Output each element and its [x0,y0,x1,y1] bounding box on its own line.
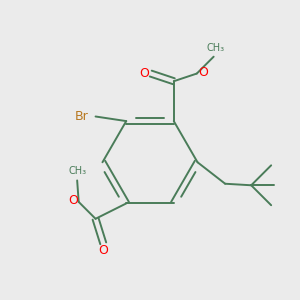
Text: O: O [98,244,108,256]
Text: O: O [68,194,78,207]
Text: O: O [140,67,150,80]
Text: CH₃: CH₃ [206,43,224,53]
Text: CH₃: CH₃ [68,166,86,176]
Text: Br: Br [75,110,89,123]
Text: O: O [198,65,208,79]
